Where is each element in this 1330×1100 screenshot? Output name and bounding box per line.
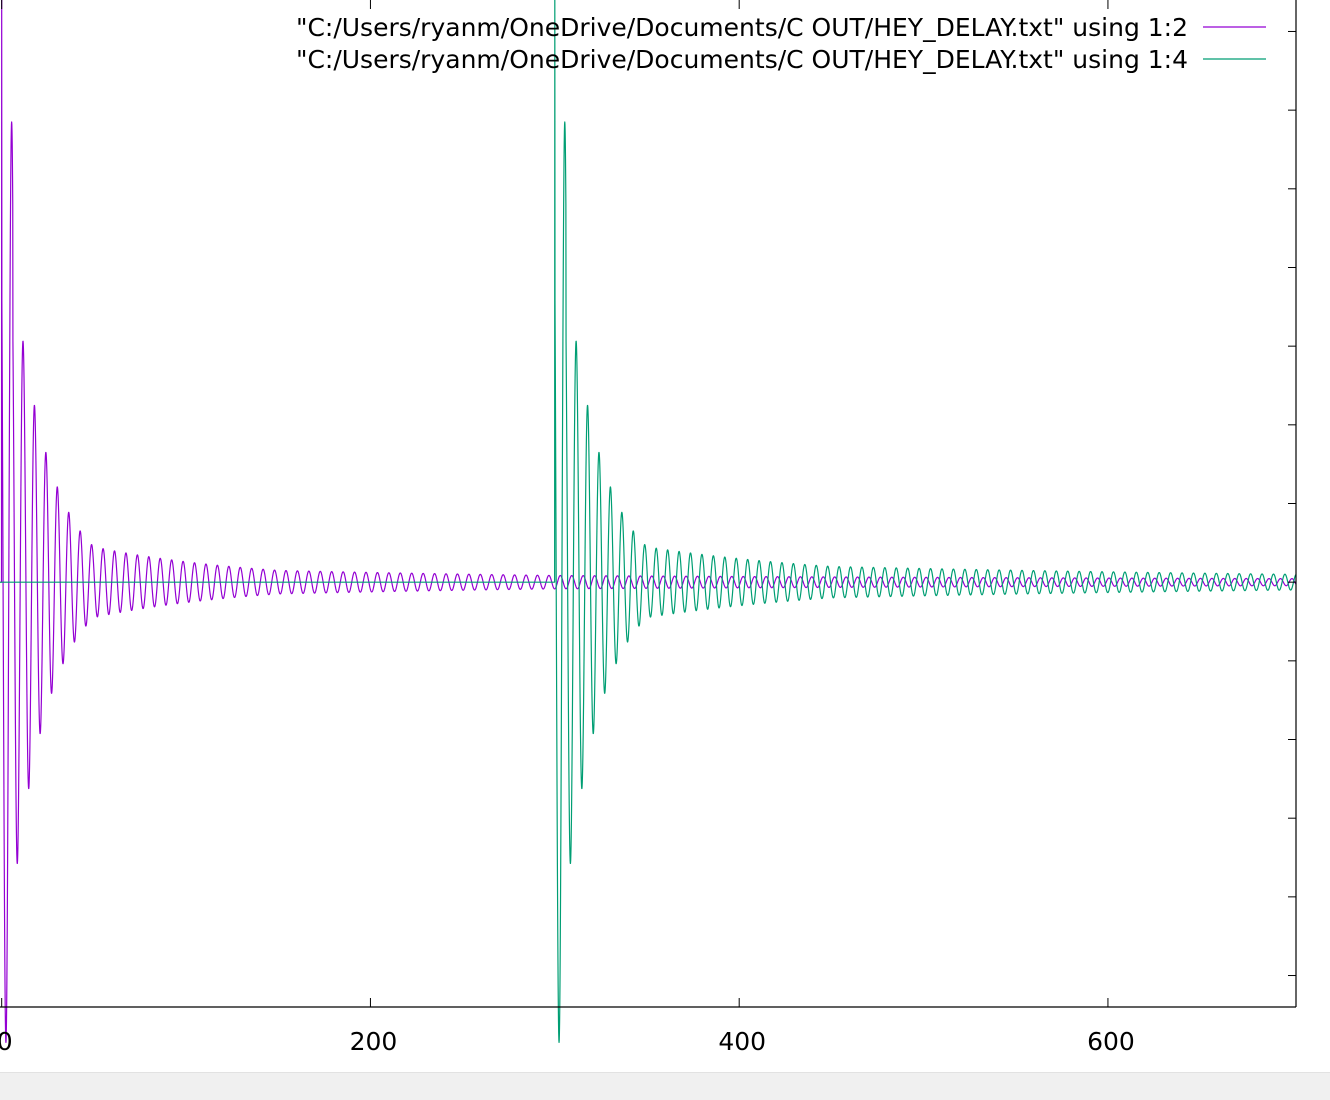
x-tick-label: 200	[350, 1027, 398, 1056]
series-layer	[0, 0, 1297, 1044]
axes-layer: 0 200 400 600	[0, 0, 1297, 1056]
x-tick-label: 0	[0, 1027, 13, 1056]
x-tick-label: 600	[1087, 1027, 1135, 1056]
status-bar	[0, 1072, 1330, 1100]
series-line-2	[0, 0, 1297, 1044]
series-line-1	[0, 0, 1297, 1044]
plot-canvas: 0 200 400 600 "C:/Users/ryanm/OneDrive/Docu…	[0, 0, 1297, 1056]
plot-window: 0 200 400 600 "C:/Users/ryanm/OneDrive/Docu…	[0, 0, 1297, 1056]
x-tick-label: 400	[718, 1027, 766, 1056]
legend-label-series-2: "C:/Users/ryanm/OneDrive/Documents/C OUT…	[296, 45, 1188, 74]
legend-label-series-1: "C:/Users/ryanm/OneDrive/Documents/C OUT…	[296, 13, 1188, 42]
legend: "C:/Users/ryanm/OneDrive/Documents/C OUT…	[296, 13, 1266, 74]
